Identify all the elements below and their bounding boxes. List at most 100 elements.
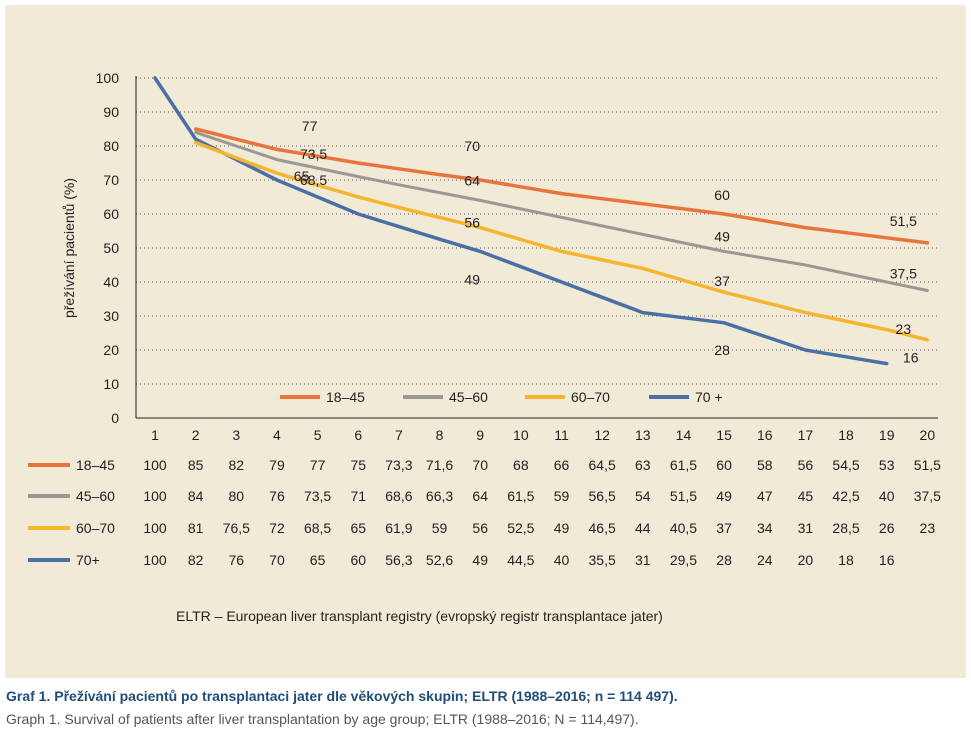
data-label: 65: [294, 168, 310, 184]
y-tick-label: 80: [103, 138, 119, 154]
table-cell: 20: [798, 552, 814, 568]
table-cell: 61,9: [385, 520, 412, 536]
x-tick-label: 2: [192, 427, 200, 443]
table-cell: 29,5: [670, 552, 697, 568]
table-cell: 82: [229, 457, 245, 473]
chart-panel: [5, 5, 966, 678]
table-cell: 73,3: [385, 457, 412, 473]
data-label: 28: [714, 342, 730, 358]
table-cell: 51,5: [670, 488, 697, 504]
data-label: 23: [896, 321, 912, 337]
table-cell: 52,6: [426, 552, 453, 568]
table-cell: 61,5: [507, 488, 534, 504]
table-cell: 45: [798, 488, 814, 504]
table-cell: 31: [635, 552, 651, 568]
data-label: 56: [464, 215, 480, 231]
x-tick-label: 4: [273, 427, 281, 443]
data-label: 73,5: [300, 146, 327, 162]
table-cell: 100: [143, 488, 167, 504]
table-cell: 75: [350, 457, 366, 473]
table-cell: 82: [188, 552, 204, 568]
x-tick-label: 15: [716, 427, 732, 443]
table-cell: 56: [472, 520, 488, 536]
table-cell: 70: [269, 552, 285, 568]
table-cell: 34: [757, 520, 773, 536]
table-cell: 18: [838, 552, 854, 568]
table-cell: 76: [229, 552, 245, 568]
table-cell: 37,5: [914, 488, 941, 504]
table-cell: 73,5: [304, 488, 331, 504]
table-cell: 100: [143, 520, 167, 536]
table-cell: 54,5: [832, 457, 859, 473]
x-tick-label: 5: [314, 427, 322, 443]
data-label: 68,5: [300, 172, 327, 188]
table-cell: 60: [350, 552, 366, 568]
table-cell: 63: [635, 457, 651, 473]
table-cell: 40: [879, 488, 895, 504]
table-cell: 49: [716, 488, 732, 504]
series-line-3: [193, 140, 930, 342]
table-cell: 37: [716, 520, 732, 536]
table-cell: 76,5: [223, 520, 250, 536]
table-cell: 56,5: [589, 488, 616, 504]
data-table: 18–45 100 85 82 79 77 75 73,3 71,6 70 68 66 64,5 63 61…: [28, 457, 941, 568]
x-tick-label: 8: [436, 427, 444, 443]
legend-label: 70 +: [695, 389, 723, 405]
table-row-label: 18–45: [76, 457, 115, 473]
y-tick-label: 60: [103, 206, 119, 222]
y-tick-label: 90: [103, 104, 119, 120]
table-cell: 58: [757, 457, 773, 473]
table-row-label: 70+: [76, 552, 100, 568]
table-cell: 72: [269, 520, 285, 536]
data-label: 49: [464, 271, 480, 287]
table-cell: 28: [716, 552, 732, 568]
x-tick-label: 19: [879, 427, 895, 443]
table-row-label: 45–60: [76, 488, 115, 504]
x-tick-label: 1: [151, 427, 159, 443]
x-tick-label: 3: [232, 427, 240, 443]
table-cell: 80: [229, 488, 245, 504]
series-line-1: [193, 127, 930, 245]
table-cell: 42,5: [832, 488, 859, 504]
table-cell: 40: [554, 552, 570, 568]
data-label: 37,5: [890, 266, 917, 282]
table-cell: 44: [635, 520, 651, 536]
table-cell: 56,3: [385, 552, 412, 568]
table-cell: 47: [757, 488, 773, 504]
table-cell: 71,6: [426, 457, 453, 473]
table-cell: 66: [554, 457, 570, 473]
x-tick-label: 16: [757, 427, 773, 443]
data-label: 60: [714, 187, 730, 203]
series-lines: [153, 76, 930, 366]
table-cell: 65: [310, 552, 326, 568]
legend-label: 45–60: [449, 389, 488, 405]
legend-label: 60–70: [571, 389, 610, 405]
y-axis-label: přežívání pacientů (%): [61, 178, 77, 318]
gridlines: [136, 77, 938, 385]
caption-czech: Graf 1. Přežívání pacientů po transplant…: [6, 688, 678, 704]
table-cell: 28,5: [832, 520, 859, 536]
table-cell: 60: [716, 457, 732, 473]
table-cell: 44,5: [507, 552, 534, 568]
footnote: ELTR – European liver transplant registr…: [176, 608, 663, 624]
table-cell: 100: [143, 457, 167, 473]
legend-label: 18–45: [326, 389, 365, 405]
data-label: 16: [903, 350, 919, 366]
table-cell: 26: [879, 520, 895, 536]
table-cell: 61,5: [670, 457, 697, 473]
table-cell: 51,5: [914, 457, 941, 473]
table-cell: 79: [269, 457, 285, 473]
y-tick-label: 50: [103, 240, 119, 256]
table-cell: 40,5: [670, 520, 697, 536]
table-cell: 71: [350, 488, 366, 504]
table-cell: 68,5: [304, 520, 331, 536]
x-tick-label: 10: [513, 427, 529, 443]
table-cell: 85: [188, 457, 204, 473]
table-cell: 49: [472, 552, 488, 568]
table-cell: 64,5: [589, 457, 616, 473]
x-tick-label: 18: [838, 427, 854, 443]
table-cell: 70: [472, 457, 488, 473]
table-cell: 46,5: [589, 520, 616, 536]
legend: 18–45 45–60 60–70 70 +: [280, 389, 723, 405]
caption-english: Graph 1. Survival of patients after live…: [6, 711, 639, 727]
